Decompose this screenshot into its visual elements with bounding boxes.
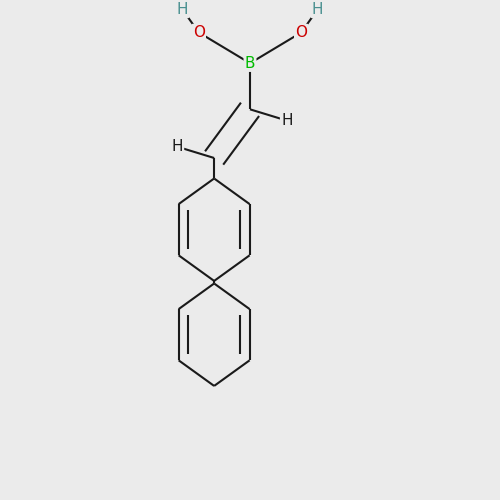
- Text: H: H: [312, 2, 324, 17]
- Text: H: H: [172, 139, 183, 154]
- Text: B: B: [245, 56, 256, 70]
- Text: H: H: [176, 2, 188, 17]
- Text: H: H: [281, 113, 292, 128]
- Text: O: O: [295, 25, 307, 40]
- Text: O: O: [193, 25, 205, 40]
